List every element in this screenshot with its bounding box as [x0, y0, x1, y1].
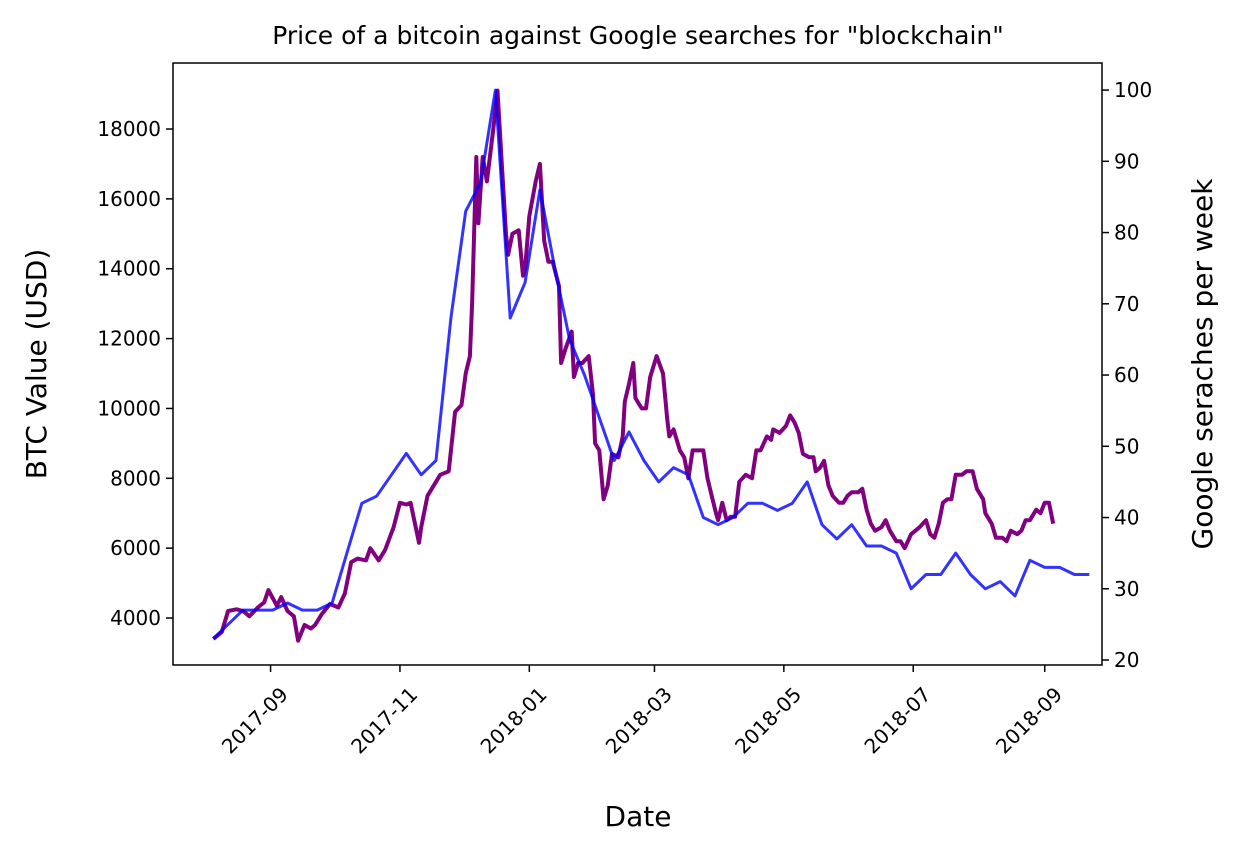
y-tick-label: 16000	[97, 187, 161, 211]
y2-tick-label: 30	[1114, 577, 1139, 601]
x-tick-label: 2018-05	[730, 682, 806, 758]
y-tick-label: 14000	[97, 257, 161, 281]
y-tick-label: 18000	[97, 117, 161, 141]
y-tick-label: 12000	[97, 327, 161, 351]
y2-tick-label: 50	[1114, 434, 1139, 458]
y2-tick-label: 100	[1114, 78, 1152, 102]
y-axis-label: BTC Value (USD)	[20, 249, 53, 480]
series-line	[212, 88, 1056, 643]
plot-frame	[172, 62, 1103, 666]
y2-tick-label: 60	[1114, 363, 1139, 387]
y2-tick-label: 80	[1114, 221, 1139, 245]
x-tick-label: 2017-09	[217, 682, 293, 758]
x-tick-label: 2018-01	[476, 682, 552, 758]
y-tick-label: 4000	[110, 606, 161, 630]
y2-tick-label: 40	[1114, 506, 1139, 530]
x-tick-label: 2017-11	[346, 682, 422, 758]
y2-tick-label: 90	[1114, 149, 1139, 173]
chart-title: Price of a bitcoin against Google search…	[272, 21, 1004, 50]
y-tick-label: 10000	[97, 396, 161, 420]
series-line	[212, 88, 1090, 640]
y2-tick-label: 70	[1114, 292, 1139, 316]
x-tick-label: 2018-09	[991, 682, 1067, 758]
y-tick-label: 8000	[110, 466, 161, 490]
x-axis-label: Date	[605, 800, 672, 833]
y2-tick-label: 20	[1114, 648, 1139, 672]
y2-axis-label: Google seraches per week	[1186, 178, 1219, 550]
y-tick-label: 6000	[110, 536, 161, 560]
x-tick-label: 2018-07	[859, 682, 935, 758]
x-tick-label: 2018-03	[601, 682, 677, 758]
